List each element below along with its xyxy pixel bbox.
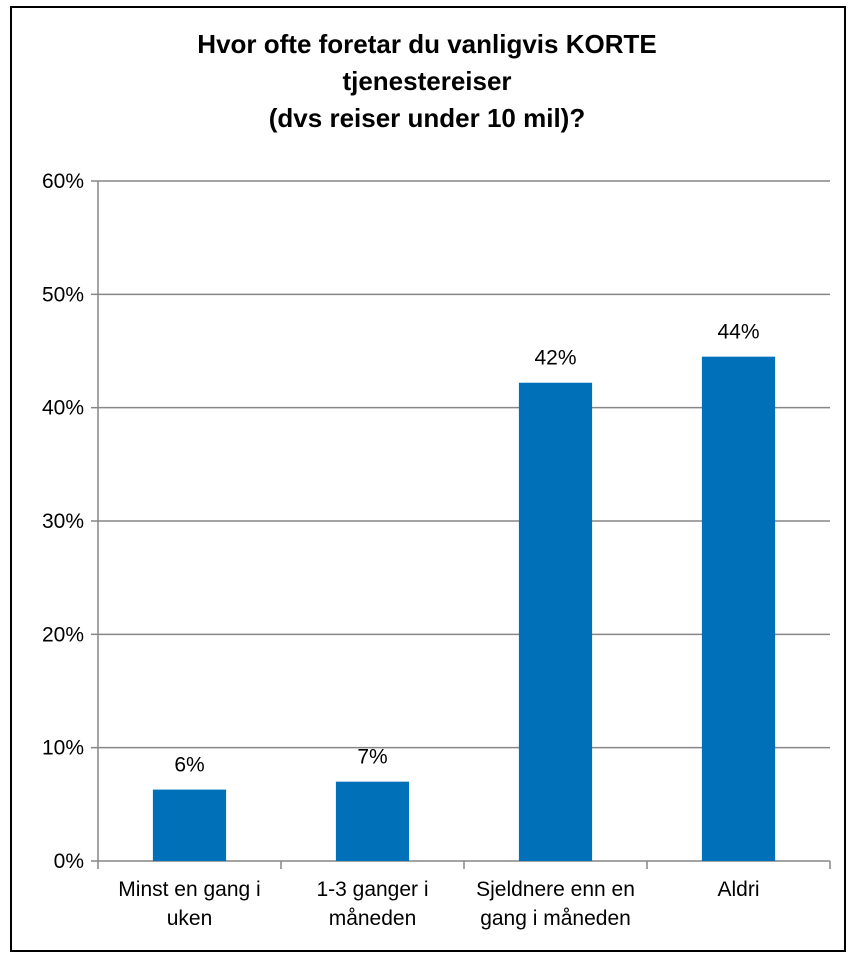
x-category-label: Aldri [717,878,759,901]
data-label: 6% [174,754,204,777]
data-label: 44% [717,321,759,344]
x-category-label: gang i måneden [480,907,631,930]
y-tick-label: 10% [42,737,84,760]
chart-title-line: tjenestereiser [342,66,512,96]
y-tick-label: 40% [42,397,84,420]
bar [518,382,593,861]
bars [152,356,776,861]
chart-title-line: (dvs reiser under 10 mil)? [268,103,586,133]
y-tick-label: 50% [42,283,84,306]
bar [701,356,776,861]
bar [335,781,410,861]
y-tick-label: 30% [42,510,84,533]
y-tick-label: 60% [42,170,84,193]
x-category-label: uken [167,907,213,930]
data-label: 42% [534,347,576,370]
chart-title-line: Hvor ofte foretar du vanligvis KORTE [197,29,657,59]
x-category-label: Sjeldnere enn en [476,878,635,901]
chart-title: Hvor ofte foretar du vanligvis KORTE tje… [12,26,842,137]
labels: 0% 10% 20% 30% 40% 50% 60% 6% Minst en gang i uke… [42,170,760,930]
x-category-label: måneden [329,907,417,930]
x-category-label: Minst en gang i [118,878,260,901]
y-tick-label: 20% [42,623,84,646]
y-tick-label: 0% [54,850,84,873]
data-label: 7% [357,746,387,769]
x-category-label: 1-3 ganger i [316,878,428,901]
bar [152,789,227,861]
